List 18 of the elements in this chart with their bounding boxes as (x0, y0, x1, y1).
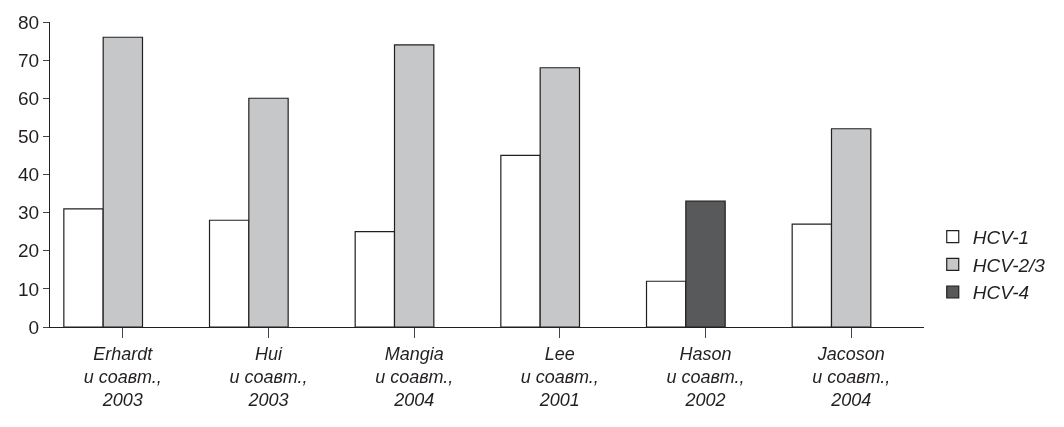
y-tick-label: 10 (18, 278, 40, 300)
legend-label: HCV-2/3 (972, 254, 1046, 276)
x-tick-label: Lee и соавт., 2001 (520, 343, 599, 411)
y-tick-label: 60 (18, 87, 40, 109)
x-tick-label: Hui и соавт., 2003 (229, 343, 308, 411)
x-tick-label: Mangia и соавт., 2004 (375, 343, 454, 411)
y-tick-label: 80 (18, 11, 40, 33)
x-tick-label: Hason и соавт., 2002 (666, 343, 745, 411)
y-tick-label: 20 (18, 240, 40, 262)
legend-label: HCV-4 (972, 282, 1030, 304)
x-tick-label: Erhardt и соавт., 2003 (83, 343, 162, 411)
y-tick-label: 50 (18, 126, 40, 148)
legend-label: HCV-1 (972, 227, 1030, 249)
x-tick-label: Jacoson и соавт., 2004 (812, 343, 891, 411)
y-tick-label: 40 (18, 164, 40, 186)
y-tick-label: 0 (28, 316, 40, 338)
y-tick-label: 30 (18, 202, 40, 224)
y-tick-label: 70 (18, 49, 40, 71)
